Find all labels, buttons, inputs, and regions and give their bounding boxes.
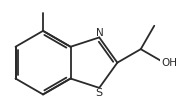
Text: N: N (96, 28, 104, 38)
Text: OH: OH (161, 58, 177, 68)
Text: S: S (96, 88, 103, 98)
